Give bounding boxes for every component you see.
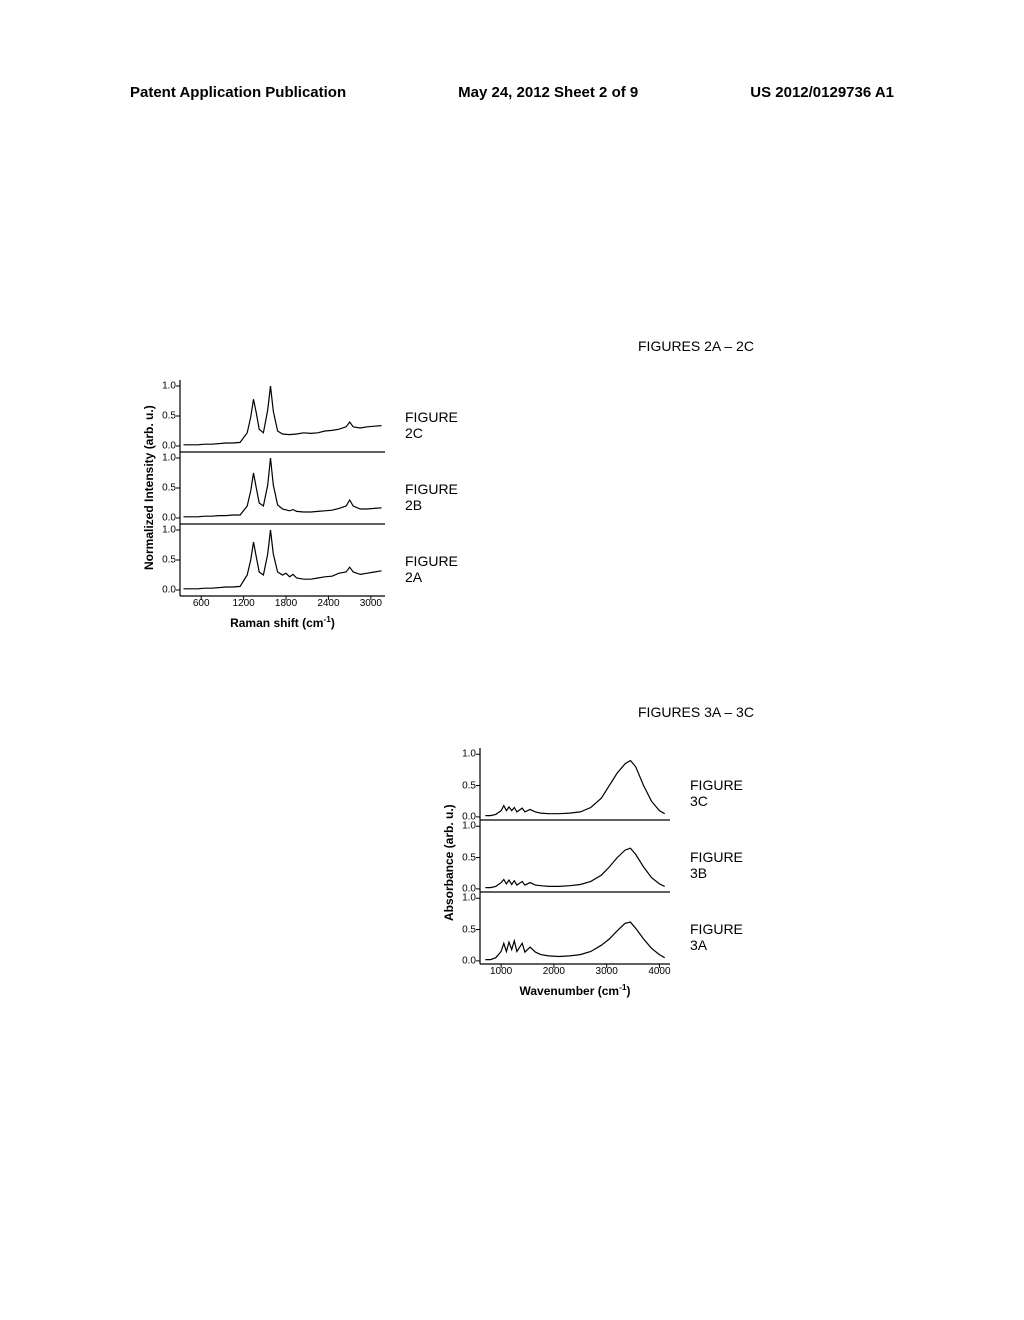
y-tick-label: 0.0	[162, 513, 180, 524]
y-tick-label: 0.5	[162, 483, 180, 494]
ftir-y-axis-label: Absorbance (arb. u.)	[442, 778, 456, 948]
chart-panel: 0.00.51.0FIGURE 3B	[480, 820, 670, 892]
x-tick-label: 3000	[596, 964, 618, 977]
y-tick-label: 1.0	[162, 453, 180, 464]
panel-figure-label: FIGURE 2B	[405, 481, 458, 513]
x-tick-label: 600	[193, 596, 210, 609]
chart-panel: 0.00.51.0FIGURE 3C	[480, 748, 670, 820]
x-tick-label: 3000	[360, 596, 382, 609]
y-tick-label: 0.5	[462, 852, 480, 863]
raman-chart-block: Normalized Intensity (arb. u.) 0.00.51.0…	[180, 380, 385, 612]
x-axis-label: Wavenumber (cm-1)	[480, 982, 670, 998]
panel-figure-label: FIGURE 3C	[690, 777, 743, 809]
x-tick-label: 2400	[317, 596, 339, 609]
y-tick-label: 1.0	[462, 893, 480, 904]
page-header: Patent Application Publication May 24, 2…	[0, 84, 1024, 101]
x-tick-label: 4000	[648, 964, 670, 977]
panel-figure-label: FIGURE 3A	[690, 921, 743, 953]
y-tick-label: 1.0	[162, 381, 180, 392]
y-tick-label: 0.5	[462, 780, 480, 791]
y-tick-label: 0.0	[162, 585, 180, 596]
panel-figure-label: FIGURE 2A	[405, 553, 458, 585]
x-tick-label: 1800	[275, 596, 297, 609]
x-tick-label: 1000	[490, 964, 512, 977]
y-tick-label: 1.0	[462, 749, 480, 760]
y-tick-label: 0.5	[162, 411, 180, 422]
y-tick-label: 1.0	[462, 821, 480, 832]
y-tick-label: 1.0	[162, 525, 180, 536]
raman-y-axis-label: Normalized Intensity (arb. u.)	[142, 380, 156, 596]
ftir-chart-block: Absorbance (arb. u.) 0.00.51.0FIGURE 3C0…	[480, 748, 670, 980]
panel-figure-label: FIGURE 3B	[690, 849, 743, 881]
panel-figure-label: FIGURE 2C	[405, 409, 458, 441]
y-tick-label: 0.0	[462, 955, 480, 966]
y-tick-label: 0.5	[162, 555, 180, 566]
header-right: US 2012/0129736 A1	[750, 84, 894, 101]
figures-3-group-title: FIGURES 3A – 3C	[638, 704, 754, 720]
chart-panel: 0.00.51.01000200030004000FIGURE 3A	[480, 892, 670, 964]
chart-panel: 0.00.51.0FIGURE 2C	[180, 380, 385, 452]
figures-2-group-title: FIGURES 2A – 2C	[638, 338, 754, 354]
x-tick-label: 1200	[232, 596, 254, 609]
x-axis-label: Raman shift (cm-1)	[180, 614, 385, 630]
chart-panel: 0.00.51.06001200180024003000FIGURE 2A	[180, 524, 385, 596]
y-tick-label: 0.0	[162, 441, 180, 452]
y-tick-label: 0.5	[462, 924, 480, 935]
header-center: May 24, 2012 Sheet 2 of 9	[458, 84, 638, 101]
header-left: Patent Application Publication	[130, 84, 346, 101]
x-tick-label: 2000	[543, 964, 565, 977]
chart-panel: 0.00.51.0FIGURE 2B	[180, 452, 385, 524]
